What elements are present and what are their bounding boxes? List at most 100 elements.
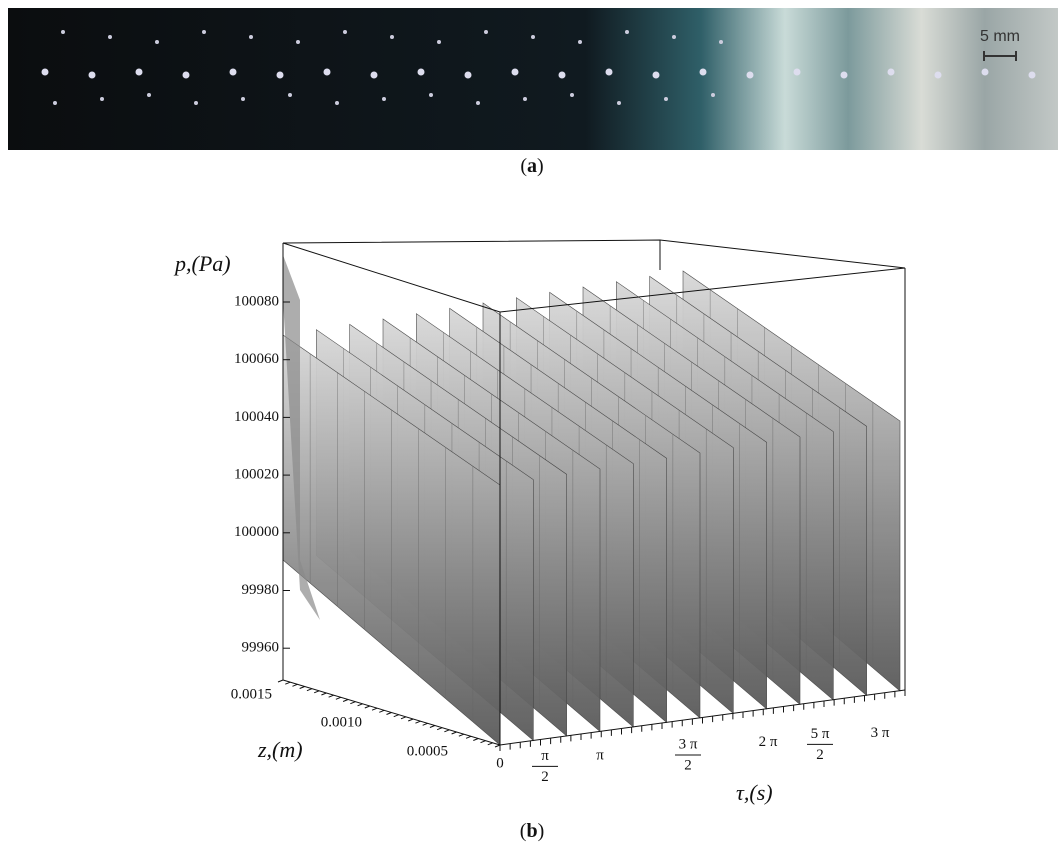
p-tick-label: 99980 [242,582,280,598]
droplet [711,93,715,97]
droplet [371,72,378,79]
tau-tick-denominator: 2 [684,757,692,773]
droplet [335,101,339,105]
tau-tick-numerator: 3 π [679,736,698,752]
z-minor-tick [459,734,464,736]
droplet [230,69,237,76]
droplet [578,40,582,44]
droplet [606,69,613,76]
scale-label: 5 mm [980,28,1020,45]
droplet [559,72,566,79]
droplet [841,72,848,79]
droplet [512,69,519,76]
droplet [476,101,480,105]
z-minor-tick [329,695,334,697]
droplet [982,69,989,76]
z-minor-tick [452,732,457,734]
z-tick-label: 0.0015 [231,686,272,702]
p-axis-label: p,(Pa) [173,251,231,276]
droplet [531,35,535,39]
z-minor-tick [307,689,312,691]
z-minor-tick [285,682,290,684]
z-tick-label: 0.0005 [407,743,448,759]
z-minor-tick [488,743,493,745]
droplet [108,35,112,39]
z-minor-tick [372,708,377,710]
z-minor-tick [466,736,471,738]
droplet [277,72,284,79]
z-minor-tick [336,697,341,699]
photo [8,8,1058,150]
droplet [617,101,621,105]
figure: 5 mm (a) p,(Pa) z,(m) τ,(s) (b) 10008010… [0,0,1064,855]
droplet [418,69,425,76]
z-minor-tick [358,704,363,706]
droplet [53,101,57,105]
z-minor-tick [495,745,500,747]
p-tick-label: 100080 [234,293,279,309]
z-minor-tick [444,730,449,732]
z-minor-tick [365,706,370,708]
caption-b: (b) [520,820,544,842]
droplet [888,69,895,76]
droplet [484,30,488,34]
z-minor-tick [415,721,420,723]
droplet [324,69,331,76]
z-minor-tick [481,741,486,743]
z-tick-label: 0.0010 [321,714,362,730]
z-minor-tick [278,680,283,682]
z-minor-tick [387,713,392,715]
tau-tick-label: π [596,747,604,763]
tau-tick-label: 3 π [871,725,890,741]
tau-tick-denominator: 2 [816,747,824,763]
droplet [194,101,198,105]
p-tick-label: 100000 [234,524,279,540]
droplet [241,97,245,101]
p-tick-label: 100060 [234,351,279,367]
z-minor-tick [437,728,442,730]
tau-tick-numerator: π [541,748,549,764]
droplet [155,40,159,44]
tau-axis-label: τ,(s) [736,780,773,805]
droplet [429,93,433,97]
surface [283,255,900,745]
droplet [664,97,668,101]
z-minor-tick [401,717,406,719]
droplet [700,69,707,76]
z-minor-tick [300,687,305,689]
droplet [794,69,801,76]
droplet [89,72,96,79]
tau-tick-label: 2 π [759,734,778,750]
caption-a: (a) [520,155,543,177]
p-tick-label: 100020 [234,467,279,483]
z-minor-tick [314,691,319,693]
z-minor-tick [430,726,435,728]
droplet [249,35,253,39]
z-minor-tick [394,715,399,717]
droplet [42,69,49,76]
droplet [625,30,629,34]
droplet [183,72,190,79]
z-minor-tick [473,739,478,741]
droplet [147,93,151,97]
droplet [570,93,574,97]
droplet [719,40,723,44]
droplet [653,72,660,79]
tau-tick-label: 0 [496,755,504,771]
z-minor-tick [408,719,413,721]
z-minor-tick [343,700,348,702]
droplet [288,93,292,97]
droplet [465,72,472,79]
droplet [390,35,394,39]
droplet [343,30,347,34]
p-tick-label: 99960 [242,640,280,656]
droplet [296,40,300,44]
droplet [61,30,65,34]
tau-tick-denominator: 2 [541,769,549,785]
droplet [202,30,206,34]
droplet [523,97,527,101]
tau-tick-numerator: 5 π [811,726,830,742]
droplet [935,72,942,79]
droplet [747,72,754,79]
z-minor-tick [423,723,428,725]
